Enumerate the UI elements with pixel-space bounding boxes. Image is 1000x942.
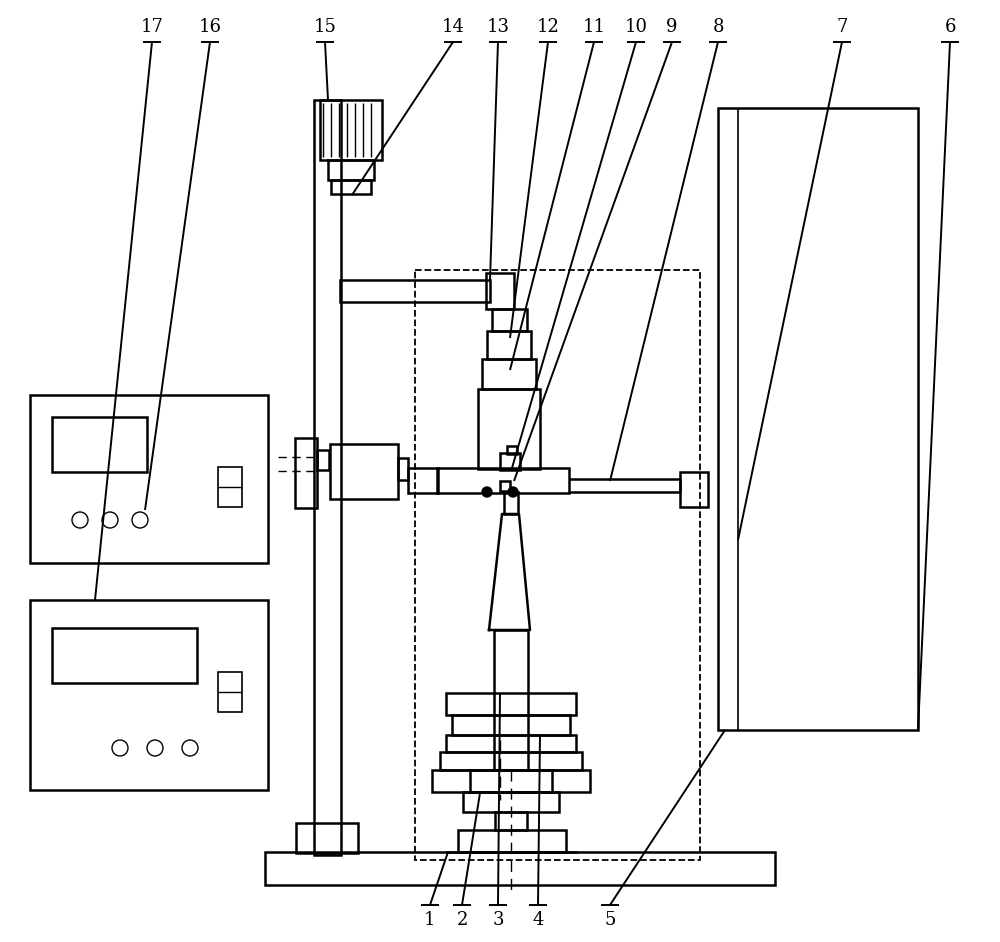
Text: 14: 14: [442, 18, 464, 36]
Bar: [440, 752, 582, 770]
Bar: [718, 108, 918, 730]
Text: 9: 9: [666, 18, 678, 36]
Bar: [680, 472, 708, 507]
Text: 7: 7: [836, 18, 848, 36]
Bar: [487, 331, 531, 359]
Bar: [328, 160, 374, 180]
Bar: [486, 273, 514, 309]
Bar: [458, 830, 566, 852]
Bar: [482, 359, 536, 389]
Text: 1: 1: [424, 911, 436, 929]
Bar: [320, 100, 382, 160]
Bar: [398, 458, 408, 480]
Text: 15: 15: [314, 18, 336, 36]
Bar: [446, 693, 576, 715]
Bar: [500, 453, 520, 470]
Bar: [463, 792, 559, 812]
Bar: [495, 812, 527, 830]
Bar: [437, 468, 569, 493]
Text: 6: 6: [944, 18, 956, 36]
Bar: [30, 395, 268, 563]
Bar: [265, 852, 775, 885]
Bar: [52, 628, 197, 683]
Text: 5: 5: [604, 911, 616, 929]
Bar: [30, 600, 268, 790]
Bar: [470, 770, 552, 792]
Bar: [295, 438, 317, 508]
Bar: [296, 823, 358, 853]
Bar: [478, 389, 540, 469]
Text: 16: 16: [198, 18, 222, 36]
Bar: [500, 481, 510, 491]
Bar: [432, 770, 590, 792]
Bar: [317, 450, 329, 470]
Text: 3: 3: [492, 911, 504, 929]
Bar: [494, 630, 528, 770]
Text: 17: 17: [141, 18, 163, 36]
Bar: [507, 446, 517, 454]
Bar: [218, 672, 242, 712]
Bar: [504, 492, 518, 514]
Text: 2: 2: [456, 911, 468, 929]
Bar: [452, 715, 570, 735]
Bar: [415, 270, 700, 860]
Bar: [446, 735, 576, 752]
Circle shape: [482, 487, 492, 497]
Bar: [52, 417, 147, 472]
Bar: [314, 100, 341, 855]
Text: 8: 8: [712, 18, 724, 36]
Bar: [408, 468, 438, 493]
Text: 11: 11: [582, 18, 606, 36]
Bar: [340, 280, 490, 302]
Polygon shape: [489, 514, 530, 630]
Bar: [218, 467, 242, 507]
Text: 13: 13: [486, 18, 510, 36]
Text: 10: 10: [624, 18, 648, 36]
Text: 12: 12: [537, 18, 559, 36]
Bar: [330, 444, 398, 499]
Bar: [331, 180, 371, 194]
Circle shape: [508, 487, 518, 497]
Text: 4: 4: [532, 911, 544, 929]
Bar: [492, 309, 527, 331]
